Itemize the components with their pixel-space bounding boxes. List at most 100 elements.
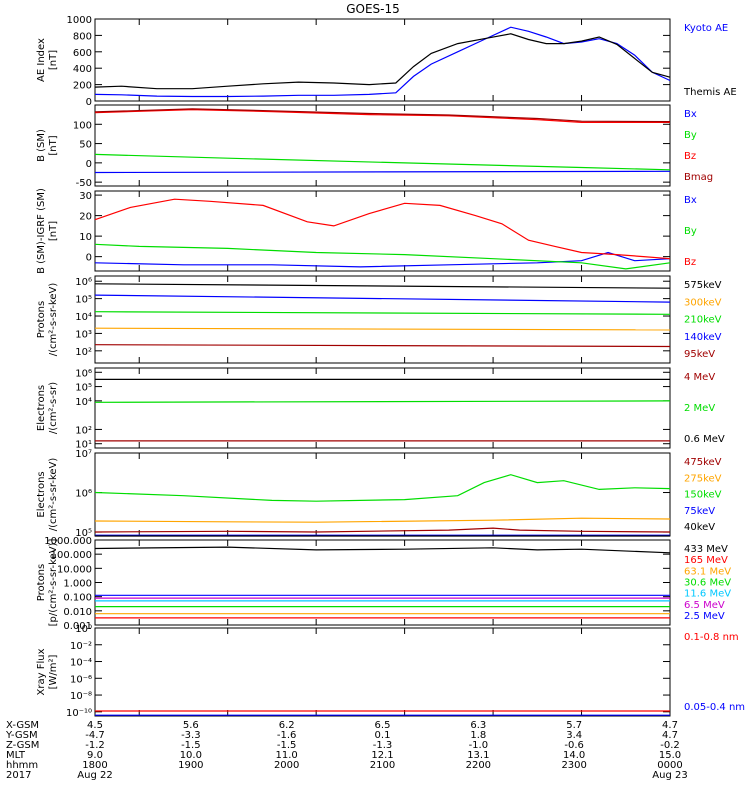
y-axis-label: Electrons (36, 471, 47, 517)
panel-frame (94, 18, 671, 102)
y-tick-label: 10⁻¹⁰ (66, 708, 92, 719)
plot-title: GOES-15 (346, 2, 400, 16)
y-axis-label: [nT] (48, 221, 59, 241)
time-axis-rows: X-GSM 4.5 5.6 6.2 6.5 6.3 5.7 4.7Y-GSM -4.7 -3.3-… (5, 720, 688, 781)
series-line-575keV (94, 283, 671, 289)
series-line-Themis-AE (94, 33, 671, 90)
y-tick-label: 50 (79, 140, 92, 151)
axis-row-label: MLT (6, 750, 26, 761)
panel-frame (94, 367, 671, 449)
legend-label: 2.5 MeV (684, 611, 725, 622)
axis-row-value: 15.0 (659, 750, 681, 761)
y-tick-label: 10⁻² (70, 641, 92, 652)
axis-row-value: -0.2 (660, 740, 680, 751)
axis-row-value: -1.2 (85, 740, 105, 751)
y-tick-label: 10¹ (75, 440, 92, 451)
y-tick-label: 10⁻⁸ (70, 691, 92, 702)
axis-row-value: -1.6 (277, 730, 297, 741)
axis-row-value: 9.0 (87, 750, 103, 761)
axis-row-value: 1.8 (470, 730, 486, 741)
panel-frame (94, 275, 671, 364)
y-axis-label: [nT] (48, 50, 59, 70)
axis-row-value: -1.0 (469, 740, 489, 751)
series-line-Kyoto-AE (94, 26, 671, 98)
y-axis-label: Xray Flux (36, 648, 47, 695)
axis-row-value: 0000 (657, 760, 682, 771)
axis-row-value: -0.6 (564, 740, 584, 751)
y-tick-label: 800 (73, 31, 92, 42)
legend-label: Bx (684, 109, 697, 120)
axis-row-value: 12.1 (371, 750, 393, 761)
legend-label: 165 MeV (684, 555, 728, 566)
panel-frame (94, 539, 671, 626)
axis-row-value: 4.7 (662, 730, 678, 741)
y-tick-label: 1000 (67, 15, 92, 26)
y-tick-label: 10⁷ (75, 449, 92, 460)
y-axis-label: /(cm²-s-sr-keV) (48, 458, 59, 532)
legend-label: By (684, 130, 697, 141)
series-line-433-MeV (94, 546, 671, 554)
axis-row-value: 0.1 (375, 730, 391, 741)
legend-label: 150keV (684, 490, 722, 501)
legend-label: Bx (684, 195, 697, 206)
y-tick-label: 10⁻⁶ (70, 674, 92, 685)
series-line-By (94, 243, 671, 270)
y-tick-label: 0 (86, 159, 92, 170)
y-tick-label: 400 (73, 64, 92, 75)
legend-label: 4 MeV (684, 372, 715, 383)
y-tick-label: 10⁶ (75, 368, 92, 379)
axis-row-value: 5.6 (183, 720, 199, 731)
y-axis-label: [W/m²] (48, 654, 59, 689)
y-tick-label: 100.000 (51, 550, 92, 561)
panel-protons_mev: 0.001 0.010 0.100 1.000 10.000 100.000 1000.00… (36, 536, 731, 632)
y-tick-label: 0.001 (63, 621, 92, 632)
legend-label: 140keV (684, 332, 722, 343)
y-tick-label: 10² (75, 425, 92, 436)
panel-dbsm: 0 10 20 30 B (SM)-IGRF (SM) [nT] Bx By Bz (36, 188, 697, 274)
y-axis-label: Electrons (36, 385, 47, 431)
series-line-Bmag (94, 108, 671, 123)
axis-row-value: 10.0 (180, 750, 202, 761)
series-line-210keV (94, 311, 671, 315)
legend-label: 275keV (684, 473, 722, 484)
y-tick-label: 1.000 (63, 579, 92, 590)
axis-row-label: Z-GSM (6, 740, 39, 751)
axis-row-value: 14.0 (563, 750, 585, 761)
y-tick-label: 10⁵ (75, 528, 92, 539)
axis-row-value: -1.5 (277, 740, 297, 751)
y-axis-label: /(cm²-s-sr) (48, 382, 59, 434)
axis-row-value: 2100 (370, 760, 395, 771)
y-tick-label: 1000.000 (44, 536, 92, 547)
axis-row-value: Aug 23 (652, 770, 687, 781)
axis-row-value: 4.7 (662, 720, 678, 731)
legend-label: 475keV (684, 457, 722, 468)
legend-label: 0.6 MeV (684, 434, 725, 445)
y-tick-label: 10⁶ (75, 277, 92, 288)
legend-label: 11.6 MeV (684, 589, 731, 600)
axis-row-value: 11.0 (276, 750, 298, 761)
axis-row-value: -1.3 (373, 740, 393, 751)
y-tick-label: 0 (86, 253, 92, 264)
axis-row-value: 1800 (82, 760, 107, 771)
y-tick-label: 0 (86, 97, 92, 108)
panel-electrons_kev: 10⁵ 10⁶ 10⁷ Electrons/(cm²-s-sr-keV) 475keV 2… (36, 449, 722, 539)
y-tick-label: 20 (79, 212, 92, 223)
series-line-475keV (94, 527, 671, 533)
legend-label: 6.5 MeV (684, 600, 725, 611)
legend-label: 300keV (684, 297, 722, 308)
y-axis-label: B (SM)-IGRF (SM) (36, 188, 47, 274)
legend-label: 95keV (684, 349, 715, 360)
axis-row-label: X-GSM (6, 720, 39, 731)
axis-row-value: 3.4 (566, 730, 582, 741)
series-line-Bz (94, 108, 670, 124)
axis-row-label: 2017 (6, 770, 31, 781)
legend-label: 575keV (684, 280, 722, 291)
legend-label: 40keV (684, 522, 715, 533)
axis-row-value: 4.5 (87, 720, 103, 731)
panel-frame (94, 627, 671, 717)
panel-xray: 10⁻¹⁰ 10⁻⁸ 10⁻⁶ 10⁻⁴ 10⁻² 10⁰ Xray Flux [W/m²] 0… (36, 624, 745, 719)
series-line-150keV (94, 474, 671, 502)
axis-row-value: 5.7 (566, 720, 582, 731)
y-tick-label: 10.000 (57, 564, 92, 575)
